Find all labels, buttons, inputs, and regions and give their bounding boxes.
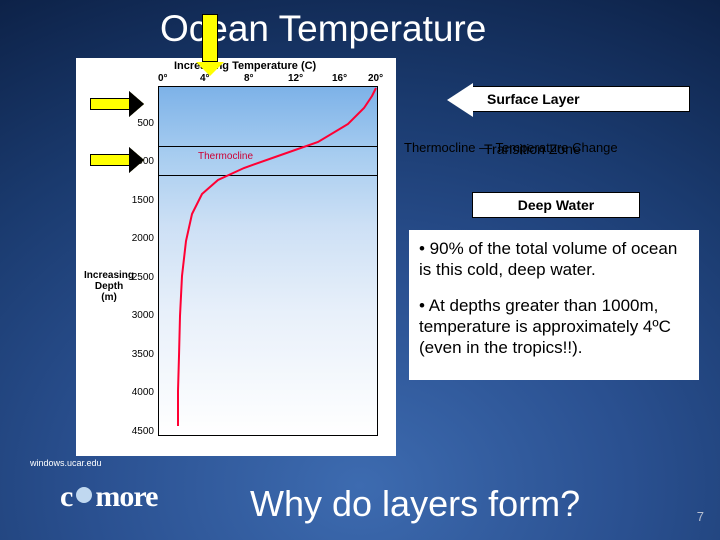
- bullet-1: • 90% of the total volume of ocean is th…: [419, 238, 689, 281]
- label-deep-water: Deep Water: [472, 192, 640, 218]
- y-tick-7: 4000: [124, 387, 154, 398]
- y-tick-1: 1000: [124, 156, 154, 167]
- thermocline-label: Thermocline: [198, 151, 253, 162]
- x-tick-0: 0°: [158, 73, 168, 84]
- y-tick-0: 500: [124, 118, 154, 129]
- arrow-left-icon: [447, 83, 473, 117]
- label-surface-layer: Surface Layer: [472, 86, 690, 112]
- label-transition-zone: Transition Zone: [442, 136, 616, 162]
- logo-dot-icon: [76, 487, 92, 503]
- page-title: Ocean Temperature: [160, 8, 486, 50]
- thermocline-line-top: [158, 146, 378, 147]
- x-tick-1: 4°: [200, 73, 210, 84]
- x-tick-5: 20°: [368, 73, 383, 84]
- bullet-box: • 90% of the total volume of ocean is th…: [409, 230, 699, 380]
- logo-text: more: [95, 480, 157, 514]
- logo-prefix: c: [60, 480, 73, 514]
- y-tick-3: 2000: [124, 233, 154, 244]
- source-text: windows.ucar.edu: [30, 458, 102, 468]
- x-tick-2: 8°: [244, 73, 254, 84]
- chart-x-title: Increasing Temperature (C): [174, 60, 316, 72]
- y-tick-5: 3000: [124, 310, 154, 321]
- bullet-2: • At depths greater than 1000m, temperat…: [419, 295, 689, 359]
- y-tick-8: 4500: [124, 426, 154, 437]
- logo: c more: [60, 480, 157, 514]
- thermocline-line-bottom: [158, 175, 378, 176]
- question-text: Why do layers form?: [250, 483, 580, 525]
- chart-y-title: Increasing Depth (m): [84, 270, 134, 303]
- x-tick-3: 12°: [288, 73, 303, 84]
- y-tick-2: 1500: [124, 195, 154, 206]
- chart-plot-area: [158, 86, 378, 436]
- page-number: 7: [697, 509, 704, 524]
- x-tick-4: 16°: [332, 73, 347, 84]
- y-tick-6: 3500: [124, 349, 154, 360]
- slide: Ocean Temperature Increasing Temperature…: [0, 0, 720, 540]
